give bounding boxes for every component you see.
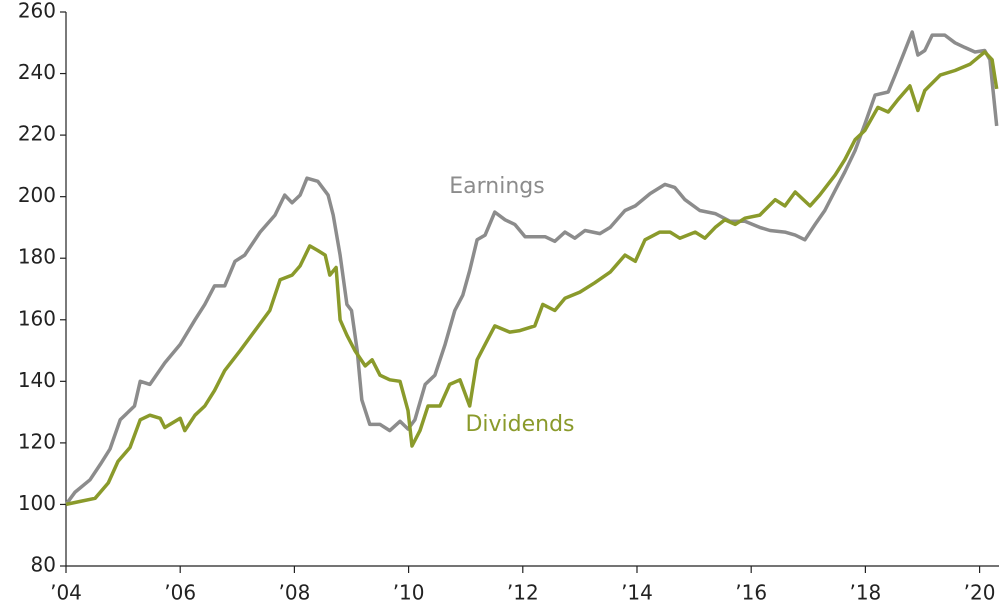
y-tick-label: 100 — [18, 491, 56, 515]
x-tick-label: ’12 — [507, 581, 539, 605]
x-tick-label: ’06 — [164, 581, 196, 605]
x-tick-label: ’14 — [621, 581, 653, 605]
y-tick-label: 260 — [18, 0, 56, 23]
y-tick-label: 160 — [18, 306, 56, 330]
x-tick-label: ’16 — [735, 581, 767, 605]
y-tick-label: 80 — [31, 553, 56, 577]
y-tick-label: 120 — [18, 429, 56, 453]
x-tick-label: ’10 — [393, 581, 425, 605]
series-line — [64, 30, 999, 506]
y-tick-label: 220 — [18, 122, 56, 146]
y-tick-label: 200 — [18, 183, 56, 207]
y-tick-label: 140 — [18, 368, 56, 392]
x-tick-label: ’18 — [849, 581, 881, 605]
x-tick-label: ’08 — [278, 581, 310, 605]
series-label: Earnings — [449, 174, 544, 199]
series-label: Dividends — [465, 412, 574, 437]
x-tick-label: ’20 — [964, 581, 996, 605]
y-tick-label: 180 — [18, 245, 56, 269]
y-tick-label: 240 — [18, 60, 56, 84]
series-line — [65, 50, 999, 507]
x-tick-label: ’04 — [50, 581, 82, 605]
